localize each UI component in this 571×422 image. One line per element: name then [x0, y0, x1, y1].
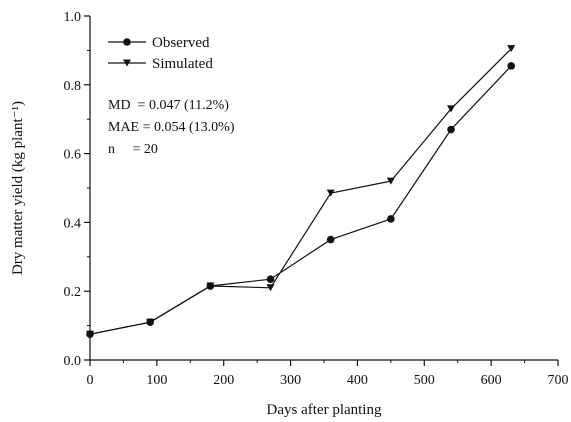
y-tick-label: 0.4 [64, 216, 82, 231]
point-observed [507, 62, 515, 70]
y-tick-label: 0.2 [64, 285, 82, 300]
legend-item-observed: Observed [108, 35, 210, 51]
x-tick-label: 500 [414, 373, 435, 388]
x-tick-label: 400 [347, 373, 368, 388]
legend-label-simulated: Simulated [152, 56, 213, 72]
y-tick-label: 1.0 [64, 10, 82, 25]
point-observed [326, 235, 335, 244]
plot-area: 0 100 200 300 400 500 600 700 0.0 0.2 0.4 0.6 0.8 1.… [64, 10, 569, 388]
point-observed [447, 125, 455, 134]
y-tick-label: 0.0 [64, 354, 82, 369]
legend-label-observed: Observed [152, 35, 210, 51]
stat-mae: MAE = 0.054 (13.0%) [108, 120, 235, 135]
x-tick-label: 600 [481, 373, 502, 388]
x-axis-title: Days after planting [267, 402, 382, 418]
y-tick-label: 0.6 [64, 148, 82, 163]
y-axis-title: Dry matter yield (kg plant⁻¹) [10, 101, 26, 275]
stat-n: n = 20 [108, 142, 158, 157]
point-observed [266, 275, 275, 283]
x-tick-label: 700 [548, 373, 569, 388]
point-simulated [146, 318, 155, 326]
x-tick-label: 0 [87, 373, 94, 388]
point-simulated [507, 45, 516, 53]
y-tick-label: 0.8 [64, 79, 82, 94]
point-simulated [447, 105, 456, 113]
x-tick-label: 300 [280, 373, 301, 388]
point-simulated [386, 177, 395, 185]
point-simulated [266, 284, 275, 292]
series-layer [86, 45, 516, 339]
legend-item-simulated: Simulated [108, 56, 213, 72]
x-tick-label: 200 [213, 373, 234, 388]
point-simulated [326, 189, 335, 197]
y-ticks: 0.0 0.2 0.4 0.6 0.8 1.0 [64, 10, 90, 369]
stats-block: MD = 0.047 (11.2%) MAE = 0.054 (13.0%) n… [108, 98, 235, 157]
legend-marker-observed [123, 38, 131, 46]
point-simulated [86, 330, 94, 338]
point-simulated [206, 282, 215, 290]
x-ticks: 0 100 200 300 400 500 600 700 [87, 360, 569, 388]
point-observed [387, 215, 395, 223]
legend: Observed Simulated [108, 35, 213, 72]
x-tick-label: 100 [146, 373, 167, 388]
series-line-simulated [89, 48, 512, 335]
legend-marker-simulated [123, 59, 131, 67]
stat-md: MD = 0.047 (11.2%) [108, 98, 229, 113]
